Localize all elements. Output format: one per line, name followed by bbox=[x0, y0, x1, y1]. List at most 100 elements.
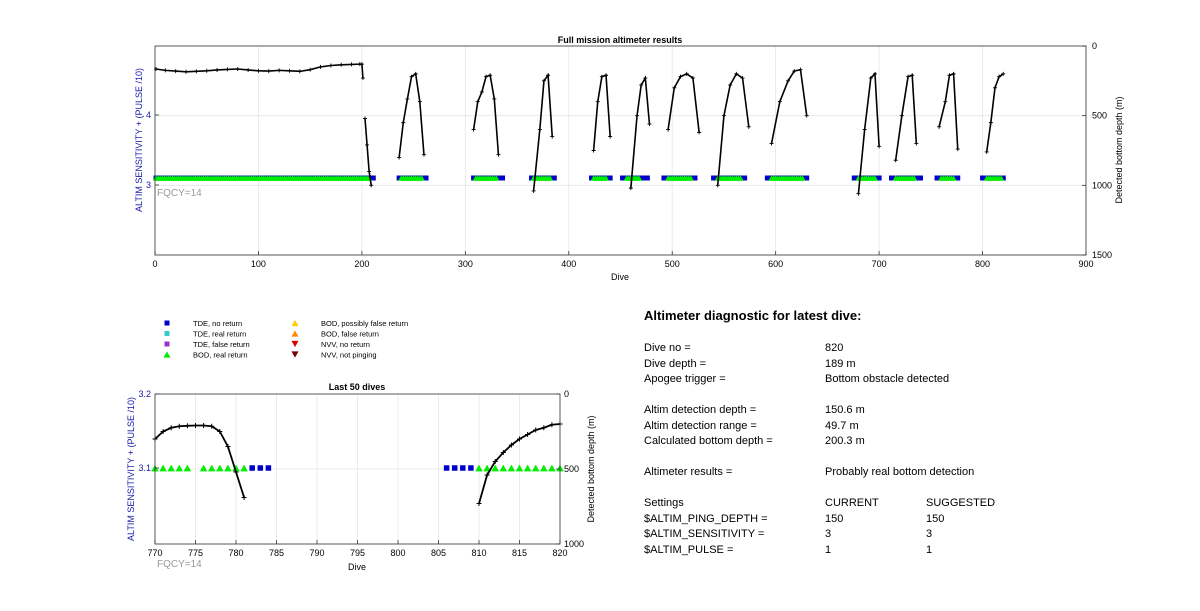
depth-point bbox=[362, 116, 367, 121]
results-label: Altimeter results = bbox=[644, 466, 733, 478]
bottom-x-tick-label: 770 bbox=[147, 548, 162, 558]
sensitivity-row: $ALTIM_SENSITIVITY = 3 3 bbox=[644, 527, 1164, 543]
tde-no-return-marker bbox=[468, 465, 474, 471]
depth-point bbox=[409, 74, 414, 79]
depth-point bbox=[266, 69, 271, 74]
bottom-x-ticks: 770 775 780 785 790 795 800 805 810 815 820 bbox=[147, 540, 568, 558]
bod-real-return-marker bbox=[548, 464, 556, 472]
depth-point bbox=[937, 124, 942, 129]
bod-real-return-marker bbox=[240, 464, 248, 472]
depth-point bbox=[893, 158, 898, 163]
apogee-value: Bottom obstacle detected bbox=[825, 373, 950, 385]
tde-no-return-marker bbox=[265, 465, 272, 471]
depth-point bbox=[550, 134, 555, 139]
bod-real-return-marker bbox=[799, 175, 806, 181]
top-y-left-tick-label: 3 bbox=[146, 180, 151, 190]
top-x-tick-label: 0 bbox=[152, 259, 157, 269]
top-x-tick-label: 300 bbox=[458, 259, 473, 269]
bod-real-return-marker bbox=[207, 464, 216, 472]
legend-label: TDE, false return bbox=[193, 340, 250, 349]
depth-point bbox=[318, 64, 323, 69]
top-x-tick-label: 700 bbox=[872, 259, 887, 269]
calc-depth-value: 200.3 m bbox=[825, 435, 865, 447]
depth-point bbox=[508, 442, 514, 448]
depth-point bbox=[862, 127, 867, 132]
ping-depth-label: $ALTIM_PING_DEPTH = bbox=[644, 512, 768, 525]
depth-point bbox=[531, 188, 536, 193]
depth-point bbox=[537, 127, 542, 132]
depth-point bbox=[992, 85, 997, 90]
depth-point bbox=[256, 68, 261, 73]
depth-point bbox=[339, 62, 344, 67]
bottom-fqcy-label: FQCY=14 bbox=[157, 559, 202, 570]
legend-marker bbox=[291, 330, 299, 337]
pulse-current: 1 bbox=[825, 543, 832, 556]
depth-point bbox=[308, 67, 313, 72]
depth-point bbox=[856, 191, 861, 196]
legend-marker bbox=[291, 340, 299, 348]
depth-point bbox=[546, 73, 551, 78]
sensitivity-label: $ALTIM_SENSITIVITY = bbox=[644, 528, 765, 540]
bod-real-return-marker bbox=[418, 175, 425, 181]
altim-range-row: Altim detection range = 49.7 m bbox=[644, 419, 1164, 435]
tde-no-return-marker bbox=[955, 175, 961, 181]
depth-point bbox=[728, 83, 733, 88]
top-y-right-tick-label: 0 bbox=[1092, 41, 1097, 51]
bod-real-return-marker bbox=[687, 175, 694, 181]
legend-marker bbox=[164, 341, 170, 347]
depth-point bbox=[984, 149, 989, 154]
tde-no-return-marker bbox=[460, 465, 466, 471]
legend-label: TDE, no return bbox=[193, 319, 242, 328]
depth-point bbox=[413, 71, 418, 76]
bottom-y-label-left: ALTIM SENSITIVITY + (PULSE /10) bbox=[126, 397, 136, 541]
tde-no-return-marker bbox=[876, 175, 882, 181]
depth-series-line bbox=[154, 424, 245, 498]
depth-series-line bbox=[667, 72, 700, 133]
depth-series-line bbox=[532, 73, 554, 191]
depth-point bbox=[541, 425, 547, 431]
depth-point bbox=[367, 169, 372, 174]
depth-point bbox=[988, 120, 993, 125]
tde-no-return-marker bbox=[1000, 175, 1006, 181]
legend-label: BOD, possibly false return bbox=[321, 319, 408, 328]
top-plot-frame bbox=[154, 45, 1087, 256]
depth-point bbox=[217, 429, 223, 434]
top-y-ticks-right: 0 500 1000 1500 bbox=[1082, 41, 1112, 260]
depth-point bbox=[209, 423, 215, 429]
depth-point bbox=[947, 73, 952, 78]
depth-point bbox=[241, 495, 247, 500]
bod-real-return-marker bbox=[159, 464, 167, 472]
depth-point bbox=[868, 76, 873, 81]
top-x-tick-label: 500 bbox=[665, 259, 680, 269]
bottom-plot-title: Last 50 dives bbox=[329, 382, 386, 392]
depth-point bbox=[721, 113, 726, 118]
depth-point bbox=[684, 71, 689, 76]
bod-real-return-marker bbox=[499, 464, 508, 472]
top-x-label: Dive bbox=[611, 272, 629, 282]
depth-point bbox=[906, 74, 911, 79]
bod-real-return-marker bbox=[199, 464, 208, 472]
depth-point bbox=[786, 78, 791, 83]
calc-depth-label: Calculated bottom depth = bbox=[644, 435, 773, 447]
ping-depth-row: $ALTIM_PING_DEPTH = 150 150 bbox=[644, 512, 1164, 528]
depth-point bbox=[359, 62, 364, 67]
depth-point bbox=[533, 427, 539, 433]
depth-point bbox=[360, 76, 365, 81]
depth-point bbox=[194, 69, 199, 74]
tde-no-return-marker bbox=[607, 175, 613, 181]
depth-point bbox=[777, 99, 782, 104]
ping-depth-suggested: 150 bbox=[926, 512, 945, 525]
depth-point bbox=[1001, 71, 1006, 76]
legend-marker bbox=[291, 351, 299, 358]
depth-point bbox=[176, 423, 182, 429]
top-y-label-left: ALTIM SENSITIVITY + (PULSE /10) bbox=[134, 68, 144, 212]
bottom-x-tick-label: 810 bbox=[471, 548, 486, 558]
depth-point bbox=[910, 73, 915, 78]
depth-point bbox=[678, 74, 683, 79]
depth-point bbox=[997, 74, 1002, 79]
depth-point bbox=[475, 99, 480, 104]
depth-point bbox=[405, 96, 410, 101]
top-x-tick-label: 100 bbox=[251, 259, 266, 269]
legend-label: BOD, real return bbox=[193, 351, 248, 360]
